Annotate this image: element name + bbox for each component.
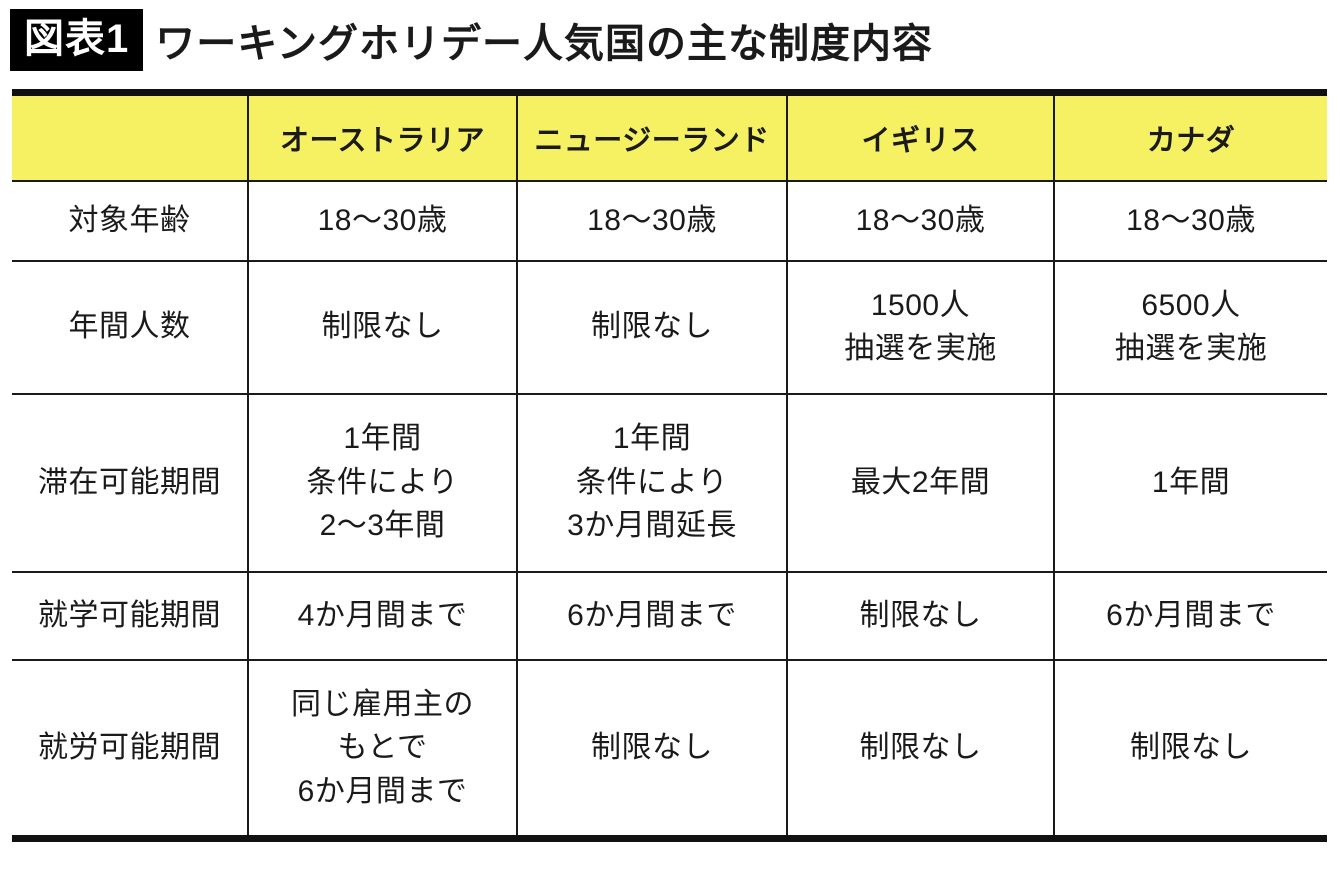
cell-quota-australia: 制限なし	[247, 259, 518, 395]
table-row-work-period: 就労可能期間 同じ雇用主の もとで 6か月間まで 制限なし 制限なし 制限なし	[12, 658, 1327, 840]
working-holiday-comparison-table: オーストラリア ニュージーランド イギリス カナダ 対象年齢 18〜30歳 18…	[12, 89, 1327, 842]
cell-work-canada: 制限なし	[1053, 658, 1327, 840]
cell-age-australia: 18〜30歳	[247, 179, 518, 262]
cell-age-new-zealand: 18〜30歳	[516, 179, 788, 262]
figure-number-badge: 図表1	[10, 9, 144, 71]
row-header-stay-period: 滞在可能期間	[12, 392, 249, 573]
column-header-new-zealand: ニュージーランド	[516, 91, 788, 182]
cell-study-new-zealand: 6か月間まで	[516, 570, 788, 661]
cell-quota-canada: 6500人 抽選を実施	[1053, 259, 1327, 395]
cell-work-australia: 同じ雇用主の もとで 6か月間まで	[247, 658, 518, 840]
column-header-australia: オーストラリア	[247, 91, 518, 182]
column-header-blank	[12, 91, 249, 182]
cell-work-new-zealand: 制限なし	[516, 658, 788, 840]
cell-stay-new-zealand: 1年間 条件により 3か月間延長	[516, 392, 788, 573]
table-row-study-period: 就学可能期間 4か月間まで 6か月間まで 制限なし 6か月間まで	[12, 570, 1327, 661]
row-header-study-period: 就学可能期間	[12, 570, 249, 661]
cell-work-uk: 制限なし	[786, 658, 1055, 840]
table-row-stay-period: 滞在可能期間 1年間 条件により 2〜3年間 1年間 条件により 3か月間延長 …	[12, 392, 1327, 573]
figure-header: 図表1 ワーキングホリデー人気国の主な制度内容	[10, 8, 1340, 72]
row-header-annual-quota: 年間人数	[12, 259, 249, 395]
column-header-uk: イギリス	[786, 91, 1055, 182]
cell-study-australia: 4か月間まで	[247, 570, 518, 661]
cell-age-canada: 18〜30歳	[1053, 179, 1327, 262]
table-row-annual-quota: 年間人数 制限なし 制限なし 1500人 抽選を実施 6500人 抽選を実施	[12, 259, 1327, 395]
cell-stay-australia: 1年間 条件により 2〜3年間	[247, 392, 518, 573]
row-header-work-period: 就労可能期間	[12, 658, 249, 840]
cell-study-canada: 6か月間まで	[1053, 570, 1327, 661]
table-row-age: 対象年齢 18〜30歳 18〜30歳 18〜30歳 18〜30歳	[12, 179, 1327, 262]
cell-age-uk: 18〜30歳	[786, 179, 1055, 262]
column-header-canada: カナダ	[1053, 91, 1327, 182]
cell-quota-uk: 1500人 抽選を実施	[786, 259, 1055, 395]
cell-study-uk: 制限なし	[786, 570, 1055, 661]
row-header-age: 対象年齢	[12, 179, 249, 262]
cell-stay-uk: 最大2年間	[786, 392, 1055, 573]
table-header-row: オーストラリア ニュージーランド イギリス カナダ	[12, 91, 1327, 182]
cell-quota-new-zealand: 制限なし	[516, 259, 788, 395]
figure-title: ワーキングホリデー人気国の主な制度内容	[155, 22, 934, 66]
cell-stay-canada: 1年間	[1053, 392, 1327, 573]
